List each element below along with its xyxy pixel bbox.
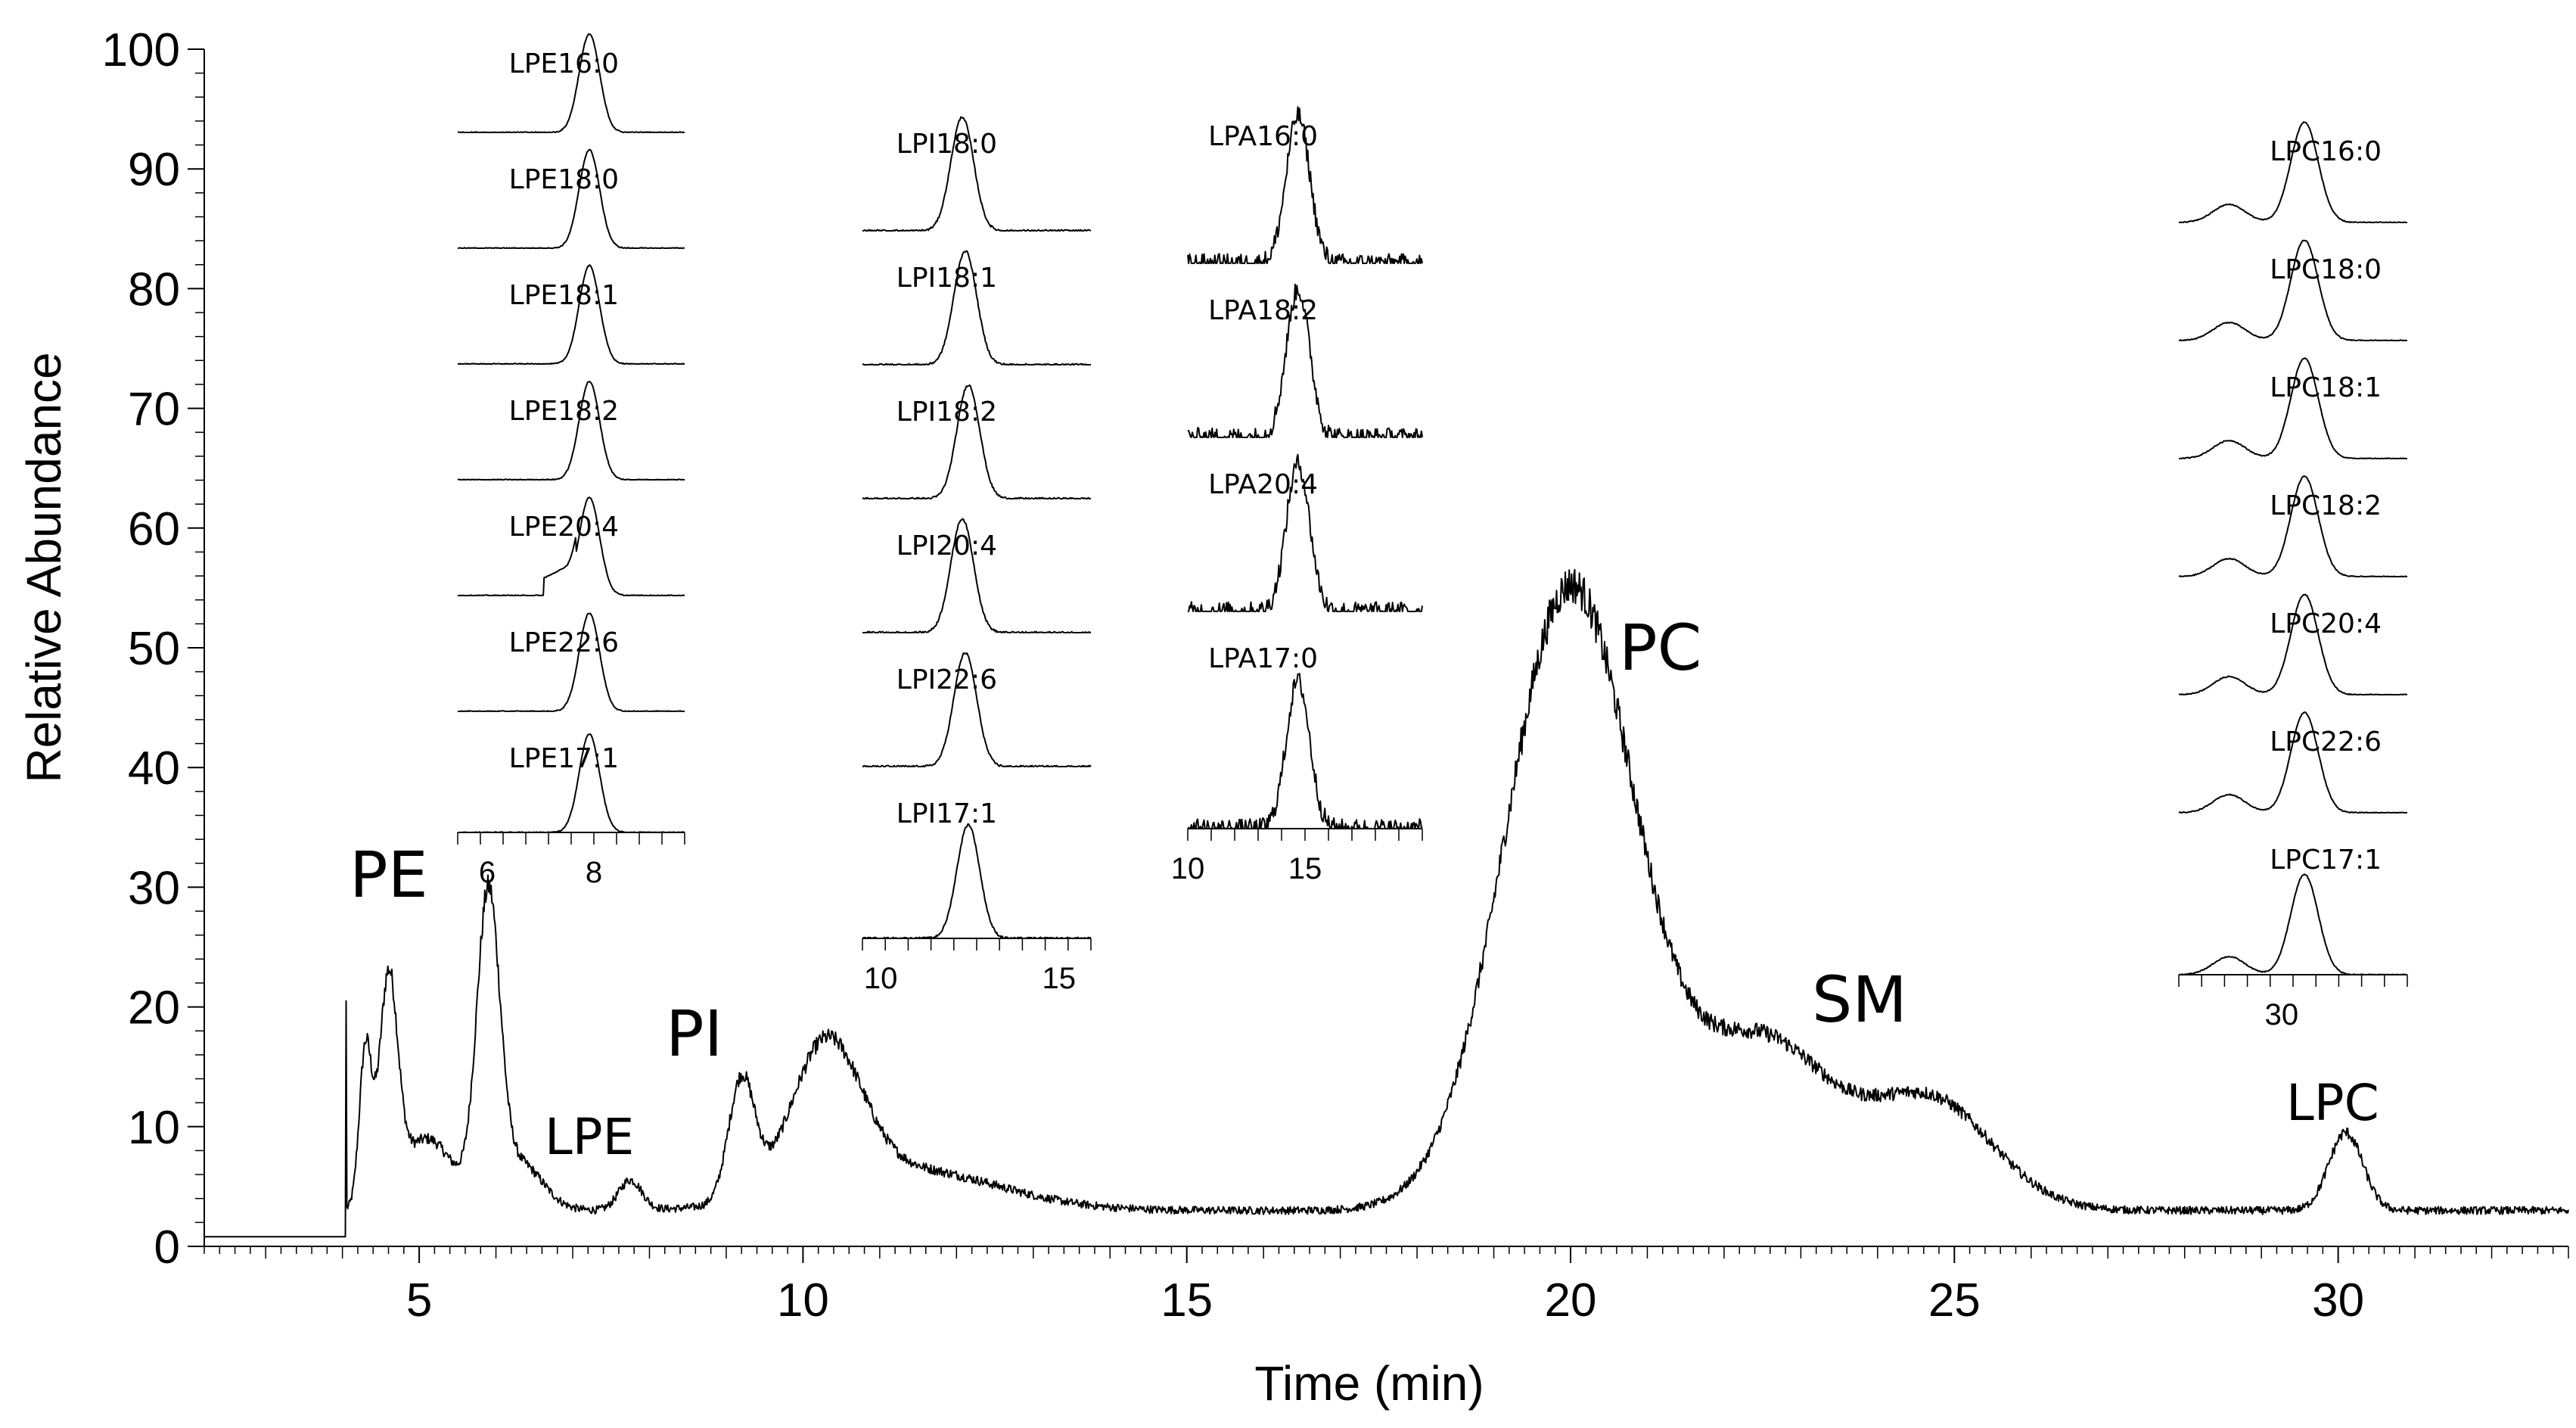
y-tick-label: 60 (128, 503, 180, 555)
inset-trace-label: LPI18:2 (896, 397, 997, 428)
inset-trace-label: LPC20:4 (2270, 608, 2382, 639)
y-tick-label: 80 (128, 263, 180, 316)
peak-label-pc: PC (1619, 611, 1701, 685)
inset-trace-label: LPC18:1 (2270, 372, 2382, 403)
peak-label-pi: PI (666, 997, 722, 1071)
inset-lpe: LPE16:0 LPE18:0 LPE18:1 LPE18:2 LPE20:4 LPE22… (457, 33, 685, 889)
inset-trace-label: LPC16:0 (2270, 136, 2382, 167)
inset-trace (2178, 711, 2408, 814)
inset-trace (1187, 673, 1423, 829)
x-axis-ticks: 5 10 15 20 25 30 (204, 1246, 2569, 1327)
inset-trace (2178, 475, 2407, 577)
inset-trace-label: LPA18:2 (1208, 295, 1318, 326)
y-tick-label: 50 (128, 623, 180, 675)
inset-tick-label: 10 (1171, 852, 1205, 885)
inset-trace-label: LPE22:6 (509, 627, 619, 658)
inset-lpa: LPA16:0 LPA18:2 LPA20:4 LPA17:0 10 15 (1171, 106, 1423, 885)
inset-trace (1187, 106, 1423, 264)
inset-tick-label: 10 (864, 962, 898, 995)
inset-lpc: LPC16:0 LPC18:0 LPC18:1 LPC18:2 LPC20:4 LPC22… (2178, 121, 2408, 1031)
inset-trace (2179, 357, 2407, 459)
inset-trace (457, 381, 685, 481)
inset-trace (1187, 283, 1423, 438)
inset-trace (2178, 239, 2407, 341)
x-tick-label: 5 (406, 1274, 432, 1327)
y-tick-label: 20 (128, 982, 180, 1034)
inset-tick-label: 6 (479, 856, 496, 889)
x-tick-label: 30 (2312, 1274, 2364, 1327)
chromatogram-trace (204, 568, 2569, 1238)
inset-trace (862, 116, 1092, 232)
inset-trace (1187, 453, 1423, 612)
inset-lpi: LPI18:0 LPI18:1 LPI18:2 LPI20:4 LPI22:6 LPI17… (862, 116, 1092, 995)
inset-trace-label: LPA16:0 (1208, 121, 1318, 152)
inset-tick-label: 8 (586, 856, 602, 889)
inset-trace (457, 33, 685, 133)
y-axis-ticks: 0 10 20 30 40 50 60 70 80 90 100 (102, 24, 204, 1274)
inset-trace-label: LPA20:4 (1208, 469, 1318, 500)
inset-trace (458, 264, 685, 365)
peak-label-pe: PE (350, 838, 428, 912)
inset-trace (2178, 593, 2407, 695)
inset-trace-label: LPC22:6 (2270, 726, 2382, 758)
inset-trace-label: LPE17:1 (509, 743, 619, 774)
y-tick-label: 70 (128, 384, 180, 436)
inset-trace-label: LPE20:4 (509, 512, 619, 543)
inset-trace-label: LPE18:1 (509, 280, 619, 311)
inset-trace-label: LPI18:0 (896, 129, 997, 160)
inset-trace-label: LPE18:2 (509, 396, 619, 427)
inset-trace (458, 148, 685, 249)
inset-trace-label: LPI18:1 (896, 263, 997, 294)
inset-trace (862, 518, 1091, 633)
inset-trace-label: LPA17:0 (1208, 643, 1318, 674)
peak-label-sm: SM (1812, 963, 1907, 1037)
inset-trace-label: LPE16:0 (509, 48, 619, 79)
inset-trace-label: LPI22:6 (896, 664, 997, 695)
x-tick-label: 20 (1545, 1274, 1597, 1327)
peak-label-lpc: LPC (2286, 1074, 2379, 1132)
y-tick-label: 40 (128, 742, 180, 795)
inset-trace-label: LPC18:2 (2270, 490, 2382, 521)
inset-trace (458, 612, 685, 712)
x-tick-label: 15 (1161, 1274, 1213, 1327)
y-tick-label: 10 (128, 1102, 180, 1154)
y-tick-label: 100 (102, 24, 180, 76)
x-axis-label: Time (min) (1254, 1356, 1484, 1411)
x-tick-label: 25 (1928, 1274, 1981, 1327)
inset-tick-label: 15 (1288, 852, 1322, 885)
y-axis-label: Relative Abundance (17, 352, 71, 782)
inset-trace-label: LPE18:0 (509, 164, 619, 195)
inset-trace (2178, 873, 2407, 975)
inset-trace (862, 384, 1092, 499)
inset-trace-label: LPI20:4 (896, 530, 997, 562)
x-tick-label: 10 (777, 1274, 829, 1327)
peak-label-lpe: LPE (545, 1108, 634, 1166)
y-tick-label: 30 (128, 862, 180, 914)
inset-trace (862, 250, 1091, 366)
inset-trace (862, 823, 1092, 939)
inset-trace-label: LPC18:0 (2270, 254, 2382, 285)
inset-trace (862, 652, 1092, 767)
y-tick-label: 0 (154, 1221, 180, 1274)
inset-tick-label: 15 (1042, 962, 1076, 995)
inset-tick-label: 30 (2265, 998, 2299, 1031)
inset-trace-label: LPI17:1 (896, 798, 997, 829)
inset-trace-label: LPC17:1 (2270, 845, 2382, 876)
inset-trace (458, 496, 685, 596)
inset-trace (2178, 121, 2407, 223)
y-tick-label: 90 (128, 144, 180, 196)
